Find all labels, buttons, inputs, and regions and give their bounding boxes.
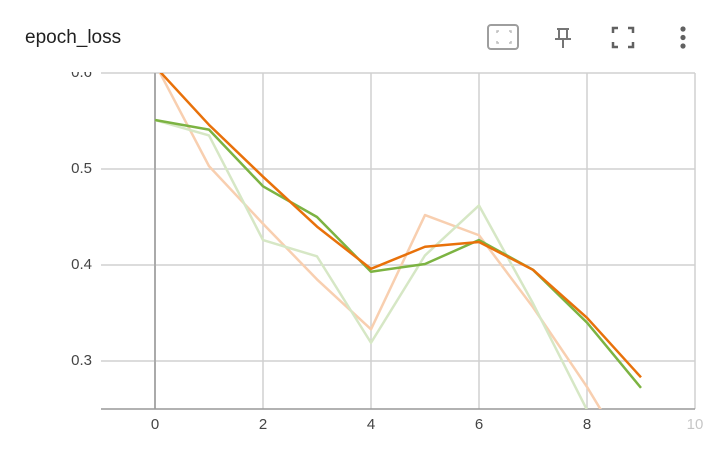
- pin-button[interactable]: [555, 28, 571, 48]
- series-line: [158, 73, 602, 409]
- header: [0, 0, 719, 72]
- fullscreen-button[interactable]: [611, 26, 635, 49]
- series-line: [154, 118, 642, 389]
- y-tick-label: 0.4: [71, 256, 92, 273]
- x-tick-label: 4: [367, 416, 375, 433]
- x-tick-label: 0: [151, 416, 159, 433]
- chart-title: epoch_loss: [25, 27, 121, 48]
- x-tick-label: 6: [475, 416, 483, 433]
- y-tick-label: 0.3: [71, 352, 92, 369]
- toolbar: [487, 24, 686, 50]
- fit-domain-button[interactable]: [487, 24, 519, 50]
- x-tick-label: 8: [583, 416, 591, 433]
- plot: 0.30.40.50.60 2 4 6 8 10: [71, 64, 704, 433]
- x-tick-label: 10: [687, 416, 704, 433]
- series-group: [154, 73, 642, 409]
- x-tick-label: 2: [259, 416, 267, 433]
- more-button[interactable]: [680, 26, 686, 49]
- series-line: [159, 73, 642, 379]
- y-tick-label: 0.5: [71, 160, 92, 177]
- series-line: [154, 118, 588, 409]
